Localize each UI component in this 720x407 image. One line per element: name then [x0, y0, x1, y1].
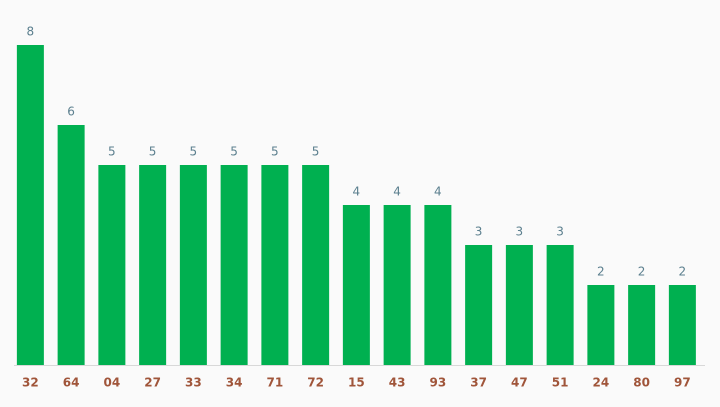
bar	[505, 245, 533, 365]
x-tick-label: 72	[307, 376, 324, 390]
x-tick-label: 51	[552, 376, 569, 390]
x-tick-label: 71	[267, 376, 284, 390]
x-tick-label: 15	[348, 376, 365, 390]
x-tick-label: 37	[470, 376, 487, 390]
bar	[546, 245, 574, 365]
value-label: 5	[108, 145, 116, 159]
bar	[628, 285, 656, 365]
value-label: 5	[149, 145, 157, 159]
value-label: 8	[27, 25, 35, 39]
value-label: 2	[679, 265, 687, 279]
bar	[179, 165, 207, 365]
bar	[465, 245, 493, 365]
value-label: 4	[353, 185, 361, 199]
value-label: 5	[312, 145, 320, 159]
bar	[261, 165, 289, 365]
x-tick-label: 34	[226, 376, 243, 390]
bar	[139, 165, 167, 365]
value-label: 2	[638, 265, 646, 279]
bar	[57, 125, 85, 365]
x-tick-label: 24	[593, 376, 610, 390]
bar	[98, 165, 126, 365]
x-tick-label: 32	[22, 376, 39, 390]
value-label: 2	[597, 265, 605, 279]
value-label: 4	[393, 185, 401, 199]
value-label: 5	[230, 145, 238, 159]
value-label: 5	[271, 145, 279, 159]
bar	[424, 205, 452, 365]
value-label: 3	[556, 225, 564, 239]
bar	[342, 205, 370, 365]
value-label: 6	[67, 105, 75, 119]
x-tick-label: 93	[430, 376, 447, 390]
x-tick-label: 64	[63, 376, 80, 390]
bar	[383, 205, 411, 365]
value-label: 3	[475, 225, 483, 239]
value-label: 3	[516, 225, 524, 239]
x-tick-label: 80	[633, 376, 650, 390]
x-tick-label: 43	[389, 376, 406, 390]
bar	[302, 165, 330, 365]
x-tick-label: 47	[511, 376, 528, 390]
bar	[668, 285, 696, 365]
x-tick-label: 97	[674, 376, 691, 390]
bar	[220, 165, 248, 365]
x-tick-label: 27	[144, 376, 161, 390]
x-tick-label: 04	[104, 376, 121, 390]
value-label: 4	[434, 185, 442, 199]
x-tick-label: 33	[185, 376, 202, 390]
value-label: 5	[190, 145, 198, 159]
bar	[587, 285, 615, 365]
bar	[16, 45, 44, 365]
